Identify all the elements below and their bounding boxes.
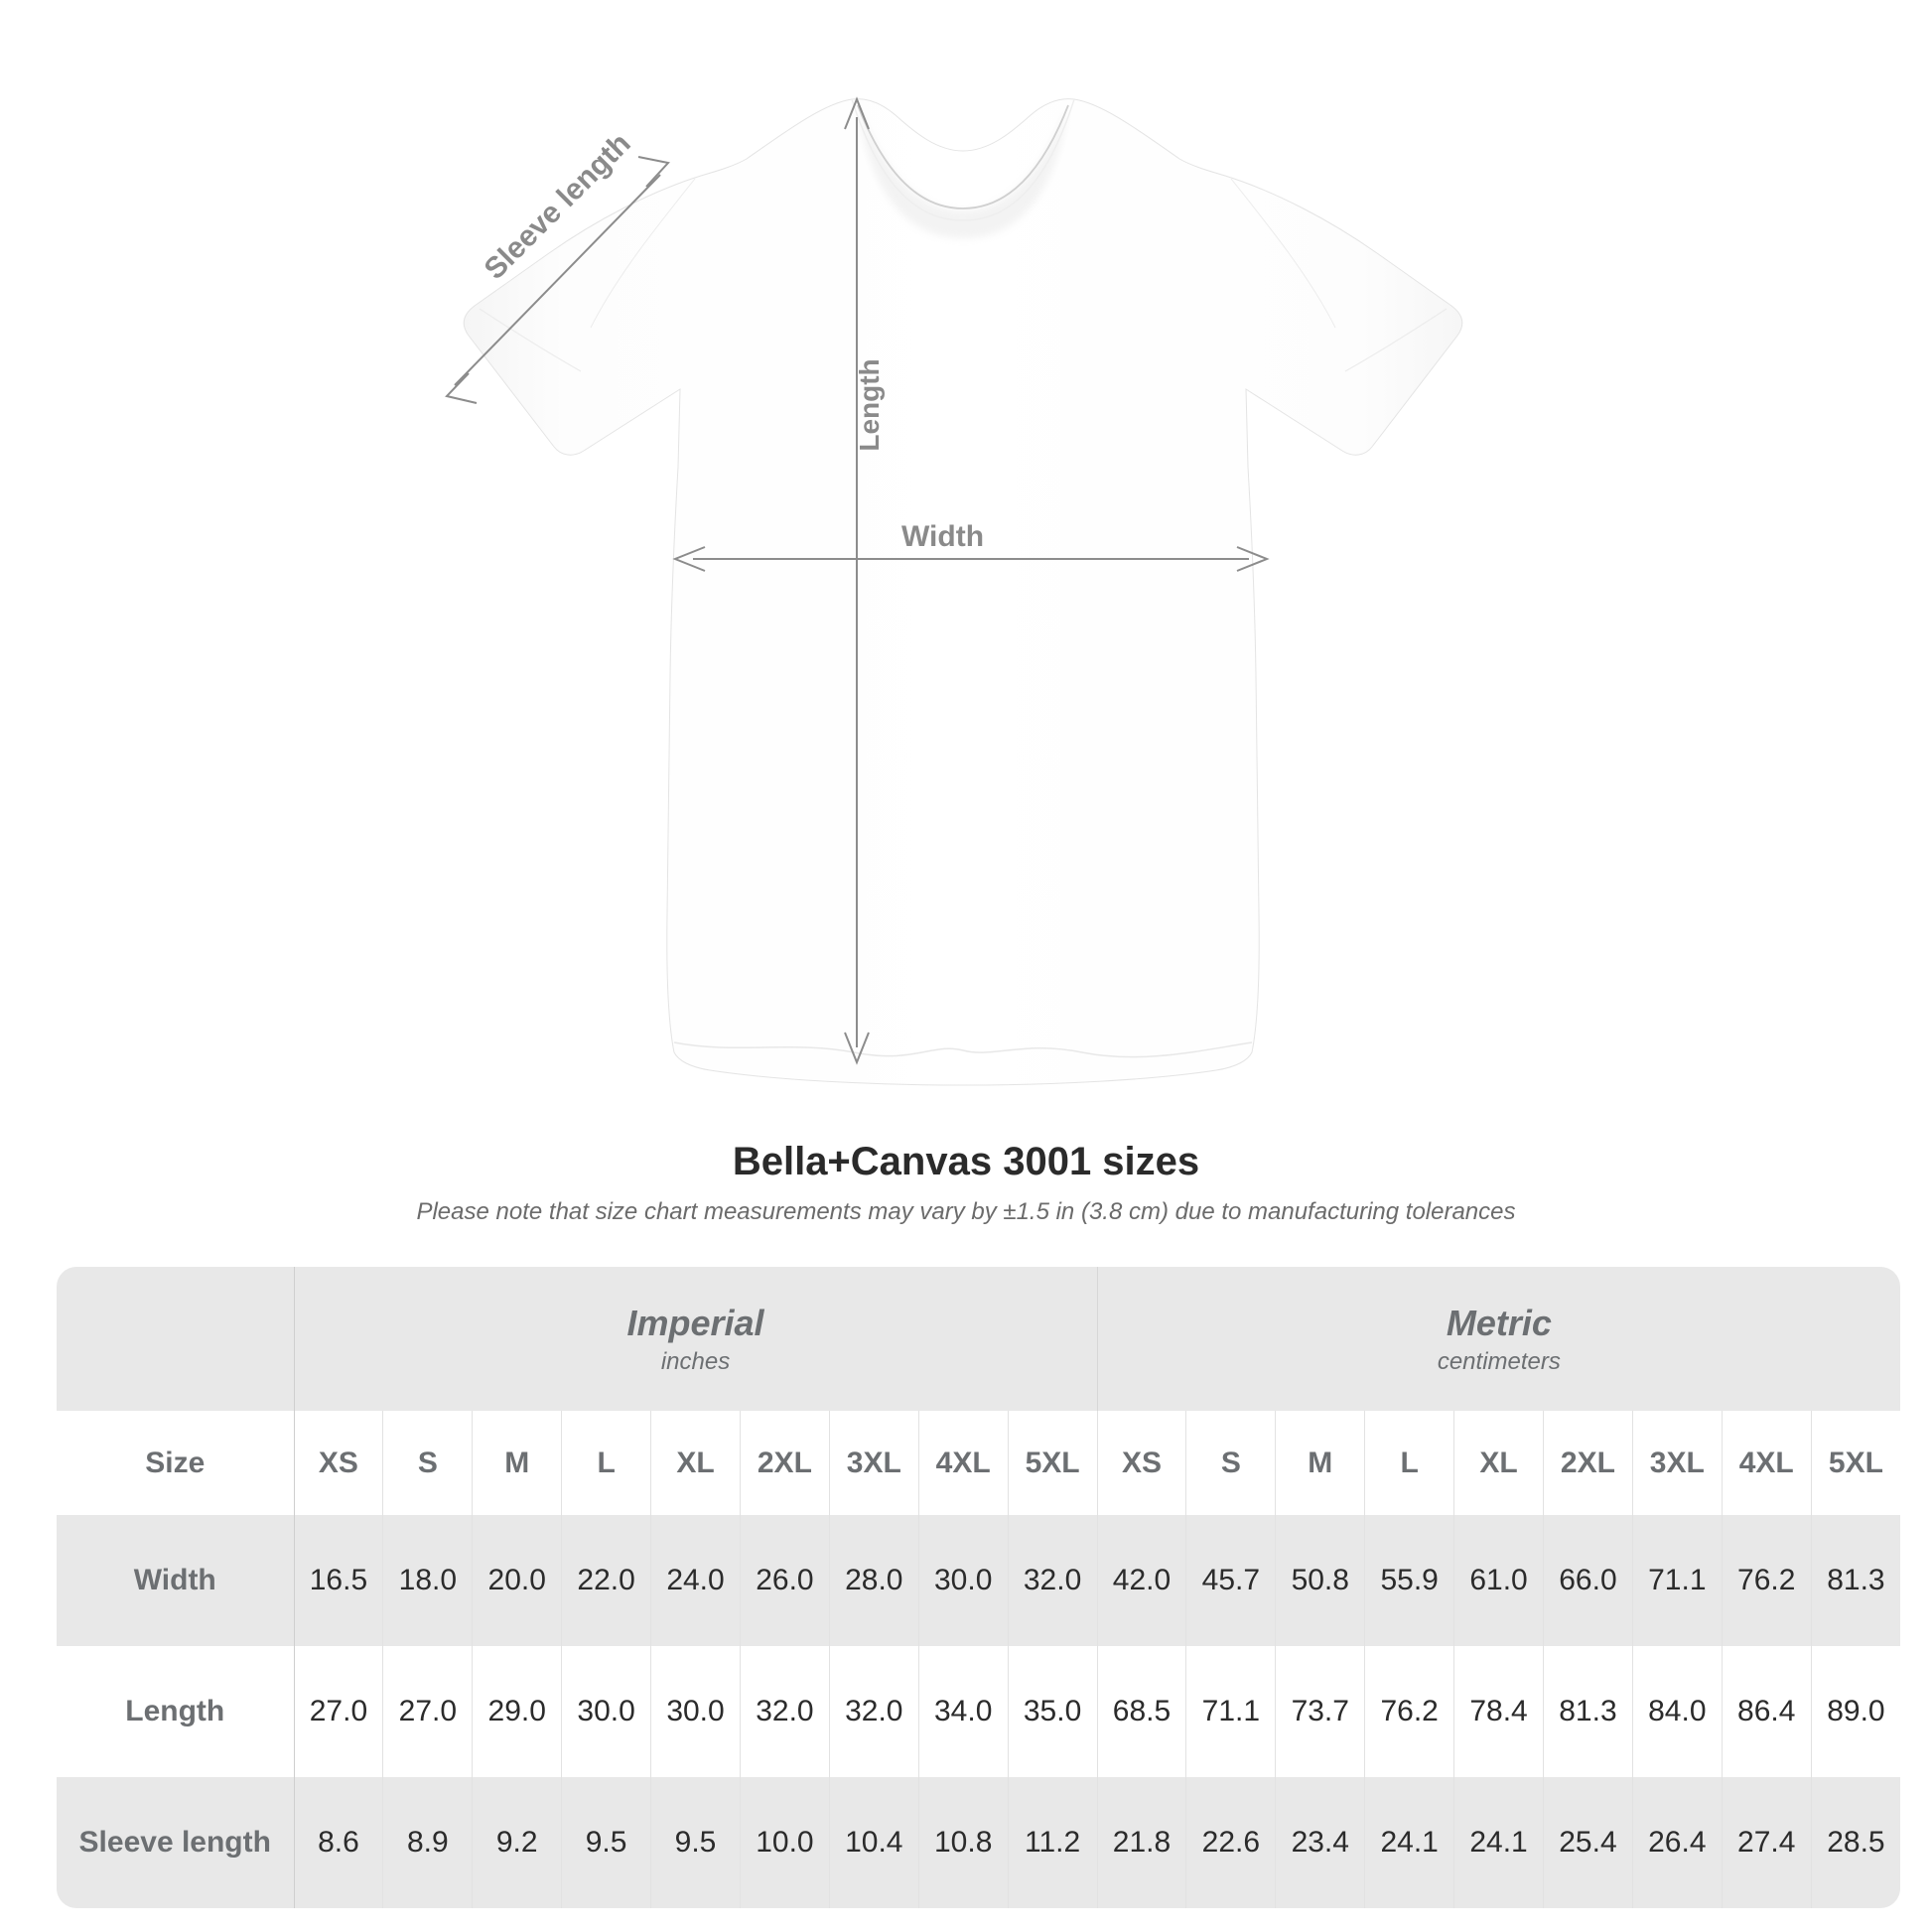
svg-text:Width: Width: [901, 520, 984, 553]
svg-text:Length: Length: [854, 358, 885, 451]
